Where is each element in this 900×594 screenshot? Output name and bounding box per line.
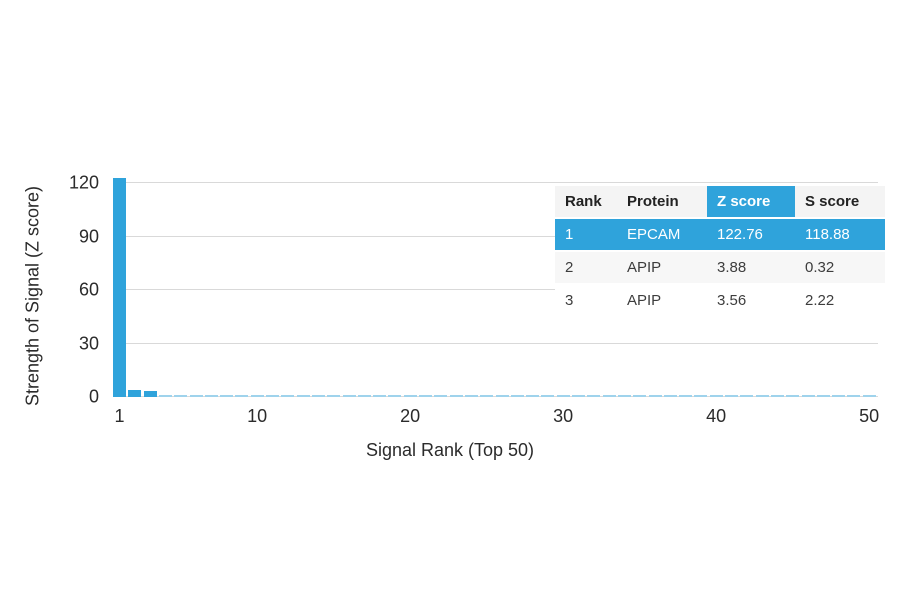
x-tick-label: 10 [247, 406, 268, 426]
bar-rank-21 [419, 395, 432, 397]
bar-rank-15 [327, 395, 341, 397]
x-tick-label: 1 [114, 406, 125, 426]
bar-rank-20 [403, 395, 417, 397]
gridline [113, 289, 878, 290]
y-tick-label: 90 [78, 226, 99, 246]
table-row-apip-2: 2 APIP 3.88 0.32 [555, 252, 885, 283]
bar-rank-19 [388, 395, 402, 397]
bar-rank-7 [204, 395, 218, 397]
bar-rank-12 [281, 395, 295, 397]
cell-z-score: 3.56 [707, 285, 795, 316]
bar-rank-41 [725, 395, 738, 397]
col-header-s-score: S score [795, 186, 885, 217]
table-header-row: Rank Protein Z score S score [555, 186, 885, 217]
bar-rank-10 [250, 395, 264, 397]
cell-s-score: 2.22 [795, 285, 885, 316]
x-tick-label: 30 [553, 406, 574, 426]
bar-rank-1 [113, 178, 126, 397]
gridline [113, 342, 878, 344]
col-header-z-score: Z score [707, 186, 795, 217]
bar-rank-4 [158, 395, 172, 397]
bar-rank-35 [633, 395, 647, 397]
cell-protein: APIP [617, 252, 707, 283]
y-tick-label: 0 [88, 386, 99, 407]
bar-rank-48 [832, 395, 846, 397]
col-header-protein: Protein [617, 186, 707, 217]
bar-rank-36 [648, 395, 662, 397]
x-axis-title: Signal Rank (Top 50) [365, 440, 535, 460]
cell-rank: 1 [555, 219, 617, 250]
bar-rank-16 [342, 395, 356, 397]
y-axis-title: Strength of Signal (Z score) [22, 185, 43, 407]
bar-rank-40 [709, 395, 723, 397]
bar-rank-46 [801, 395, 815, 397]
rank-table: Rank Protein Z score S score 1 EPCAM 122… [555, 184, 885, 318]
bar-rank-32 [587, 395, 601, 397]
x-tick-label: 40 [706, 406, 727, 426]
bar-rank-6 [189, 395, 203, 397]
gridline [113, 182, 878, 183]
bar-rank-11 [266, 395, 279, 397]
cell-z-score: 122.76 [707, 219, 795, 250]
bar-rank-13 [296, 395, 310, 397]
plot-area: 0 30 60 90 120 1 10 20 30 40 50 [69, 173, 879, 427]
bar-rank-50 [862, 395, 876, 397]
table-row-apip-3: 3 APIP 3.56 2.22 [555, 285, 885, 316]
bar-rank-9 [235, 395, 249, 397]
bar-rank-37 [663, 395, 677, 397]
bar-rank-47 [816, 395, 830, 397]
bar-rank-42 [740, 395, 754, 397]
x-tick-label: 20 [400, 406, 421, 426]
bar-rank-18 [373, 395, 387, 397]
cell-z-score: 3.88 [707, 252, 795, 283]
bar-rank-22 [434, 395, 448, 397]
bar-rank-27 [510, 395, 524, 397]
bar-rank-43 [755, 395, 769, 397]
bar-rank-33 [602, 395, 616, 397]
bar-rank-44 [770, 395, 784, 397]
bar-rank-5 [174, 395, 188, 397]
cell-rank: 2 [555, 252, 617, 283]
bar-rank-34 [617, 395, 631, 397]
bar-rank-49 [847, 395, 861, 397]
cell-s-score: 0.32 [795, 252, 885, 283]
bar-rank-25 [480, 395, 494, 397]
y-tick-label: 30 [78, 333, 99, 353]
bar-rank-38 [679, 395, 693, 397]
bar-rank-28 [526, 395, 540, 397]
col-header-rank: Rank [555, 186, 617, 217]
bar-rank-26 [495, 395, 509, 397]
bar-rank-8 [220, 395, 234, 397]
table-row-epcam: 1 EPCAM 122.76 118.88 [555, 219, 885, 250]
cell-protein: EPCAM [617, 219, 707, 250]
cell-s-score: 118.88 [795, 219, 885, 250]
cell-rank: 3 [555, 285, 617, 316]
bar-rank-29 [541, 395, 555, 397]
bar-rank-31 [572, 395, 585, 397]
bar-rank-2 [128, 390, 142, 397]
bar-rank-14 [311, 395, 325, 397]
bar-rank-17 [357, 395, 371, 397]
y-tick-label: 60 [78, 279, 99, 300]
gridline [113, 235, 878, 237]
bar-rank-45 [786, 395, 800, 397]
bar-rank-3 [143, 390, 157, 397]
cell-protein: APIP [617, 285, 707, 316]
bar-rank-39 [694, 395, 708, 397]
bar-rank-30 [556, 395, 570, 397]
y-tick-label: 120 [68, 172, 99, 193]
x-tick-label: 50 [859, 406, 880, 426]
bar-rank-23 [449, 395, 463, 397]
bar-rank-24 [464, 395, 478, 397]
